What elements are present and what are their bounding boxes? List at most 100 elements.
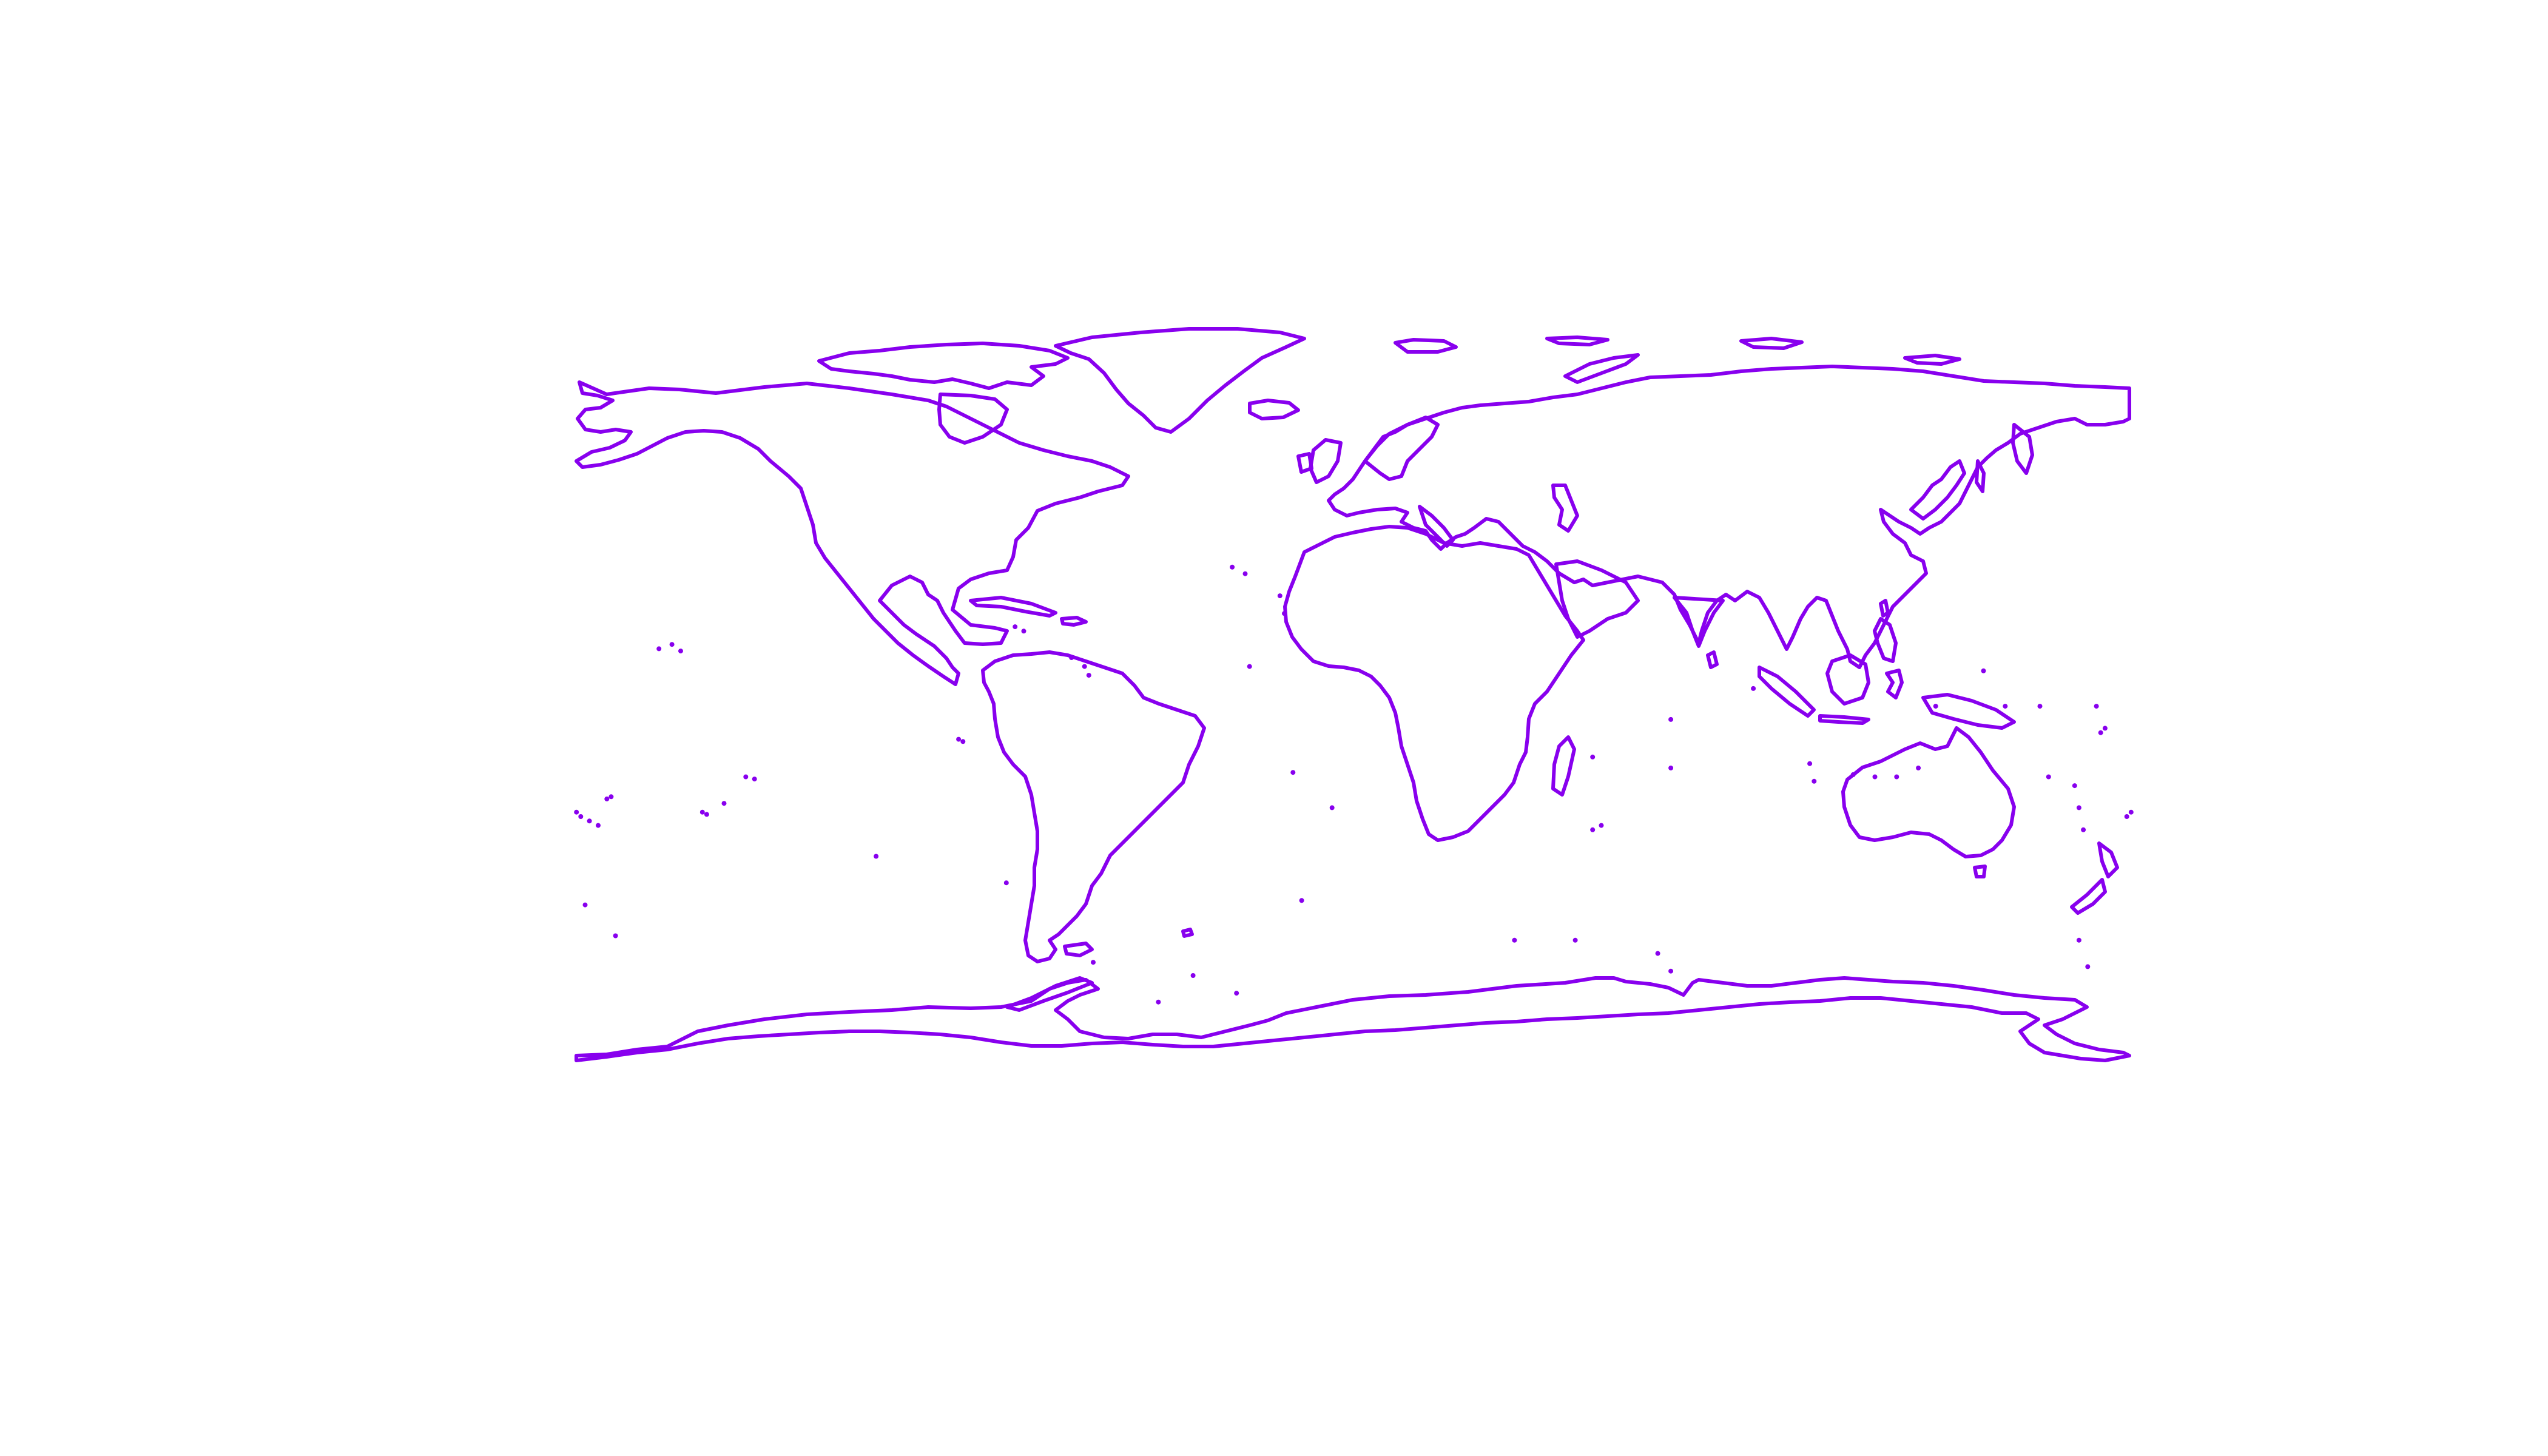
- small-island-51: [1512, 937, 1517, 943]
- small-island-36: [2076, 805, 2081, 811]
- new-siberian-islands: [1903, 354, 1961, 366]
- borneo: [1825, 653, 1870, 706]
- small-island-23: [1282, 611, 1287, 616]
- small-island-1: [656, 646, 662, 652]
- small-island-18: [960, 739, 966, 744]
- small-island-57: [1156, 999, 1161, 1005]
- madagascar: [1551, 735, 1576, 797]
- small-island-53: [1655, 951, 1660, 956]
- new-zealand-north: [2097, 841, 2119, 878]
- sulawesi: [1885, 669, 1904, 699]
- africa-coastline: [1283, 525, 1585, 842]
- small-island-14: [578, 814, 584, 819]
- australia: [1841, 726, 2016, 858]
- small-island-8: [752, 777, 757, 782]
- small-island-20: [1003, 880, 1009, 886]
- small-island-19: [956, 736, 962, 742]
- taiwan: [1879, 599, 1890, 618]
- small-island-43: [1981, 668, 1986, 673]
- small-island-5: [704, 812, 709, 817]
- hudson-bay: [937, 393, 1009, 445]
- falklands: [1181, 928, 1194, 938]
- small-island-55: [2076, 937, 2081, 943]
- small-island-17: [874, 854, 879, 859]
- small-island-62: [1894, 774, 1899, 780]
- sumatra: [1758, 666, 1816, 718]
- antarctic-peninsula: [1005, 976, 1094, 1012]
- small-island-32: [1668, 716, 1674, 722]
- small-island-34: [1751, 686, 1756, 691]
- small-island-33: [1668, 765, 1674, 770]
- small-island-26: [1290, 770, 1296, 775]
- sri-lanka: [1706, 650, 1719, 669]
- small-islands-layer: [574, 564, 2134, 1005]
- cuba: [969, 596, 1057, 618]
- small-island-41: [2037, 704, 2043, 709]
- small-island-29: [1590, 827, 1596, 832]
- small-island-67: [1021, 629, 1026, 634]
- small-island-15: [582, 902, 588, 908]
- small-island-42: [2003, 704, 2008, 709]
- small-island-58: [1234, 991, 1239, 996]
- small-island-49: [1091, 960, 1096, 965]
- small-island-12: [608, 794, 614, 800]
- franz-josef-land: [1545, 335, 1609, 346]
- canadian-arctic-archipelago: [817, 342, 1070, 390]
- small-island-9: [596, 823, 601, 828]
- ireland: [1296, 452, 1313, 474]
- small-island-13: [574, 809, 579, 815]
- small-island-11: [604, 796, 610, 801]
- new-guinea: [1921, 693, 2016, 730]
- severnaya-zemlya: [1739, 337, 1804, 350]
- small-island-47: [2094, 704, 2099, 709]
- kamchatka: [2011, 423, 2034, 475]
- tasmania: [1973, 864, 1987, 878]
- small-island-63: [1916, 765, 1921, 770]
- small-island-60: [1850, 772, 1856, 777]
- small-island-2: [669, 642, 675, 647]
- small-island-24: [1277, 593, 1282, 599]
- coastline-layer: [575, 327, 2131, 1062]
- svalbard: [1394, 338, 1458, 354]
- small-island-65: [1086, 673, 1091, 678]
- small-island-39: [2128, 809, 2134, 815]
- tierra-del-fuego: [1063, 942, 1094, 957]
- small-island-61: [1872, 774, 1878, 780]
- small-island-64: [1069, 655, 1074, 660]
- small-island-28: [1299, 898, 1304, 903]
- india: [1673, 596, 1725, 648]
- greenland: [1054, 327, 1306, 434]
- small-island-21: [1242, 571, 1248, 576]
- small-island-30: [1599, 823, 1604, 828]
- small-island-45: [2098, 730, 2103, 735]
- british-isles: [1309, 438, 1343, 484]
- small-island-4: [699, 809, 705, 815]
- small-island-31: [1590, 754, 1596, 760]
- iceland: [1248, 399, 1300, 420]
- java: [1818, 714, 1870, 725]
- small-island-16: [613, 933, 618, 939]
- small-island-46: [2102, 726, 2108, 731]
- north-america-coastline: [575, 380, 1130, 686]
- small-island-68: [1013, 624, 1018, 630]
- small-island-25: [1247, 664, 1252, 669]
- philippines: [1873, 617, 1898, 663]
- sakhalin: [1975, 459, 1986, 493]
- small-island-6: [721, 801, 727, 806]
- small-island-37: [2081, 827, 2086, 832]
- small-island-27: [1329, 805, 1335, 811]
- small-island-38: [2124, 814, 2129, 819]
- hispaniola: [1060, 616, 1088, 627]
- small-island-35: [1812, 778, 1817, 784]
- small-island-44: [1933, 704, 1938, 709]
- arabian-peninsula: [1554, 559, 1640, 639]
- small-island-56: [2085, 964, 2091, 969]
- small-island-40: [2046, 774, 2051, 780]
- small-island-59: [1807, 761, 1813, 766]
- novaya-zemlya: [1563, 353, 1640, 384]
- eurasia-coastline: [1327, 365, 2131, 669]
- small-island-3: [678, 649, 683, 654]
- small-island-50: [1190, 973, 1196, 978]
- small-island-10: [587, 818, 592, 824]
